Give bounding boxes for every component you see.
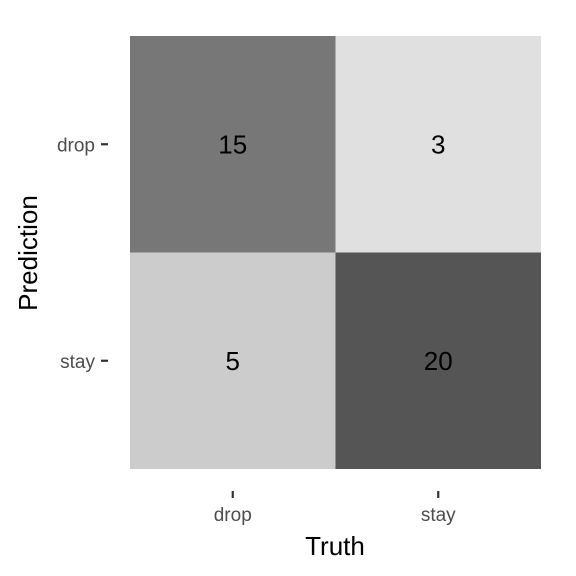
cell-value-label-drop-drop: 15 bbox=[218, 129, 247, 159]
cell-value-label-stay-drop: 5 bbox=[226, 346, 240, 376]
cell-value-label-drop-stay: 3 bbox=[431, 129, 445, 159]
heatmap-cell-drop-stay bbox=[335, 36, 541, 253]
heatmap-cells: 15 3 5 20 bbox=[130, 36, 541, 469]
y-tick-label-stay: stay bbox=[60, 352, 95, 373]
x-tick-label-drop: drop bbox=[214, 505, 252, 526]
heatmap-cell-drop-drop bbox=[130, 36, 336, 253]
y-tick-label-drop: drop bbox=[57, 135, 95, 156]
x-axis-title: Truth bbox=[305, 531, 365, 561]
y-axis-title: Prediction bbox=[13, 195, 43, 311]
axis-ticks: drop stay drop stay bbox=[57, 135, 456, 526]
x-tick-label-stay: stay bbox=[421, 505, 456, 526]
heatmap-cell-stay-stay bbox=[335, 252, 541, 469]
heatmap-cell-stay-drop bbox=[130, 252, 336, 469]
cell-value-label-stay-stay: 20 bbox=[424, 346, 453, 376]
